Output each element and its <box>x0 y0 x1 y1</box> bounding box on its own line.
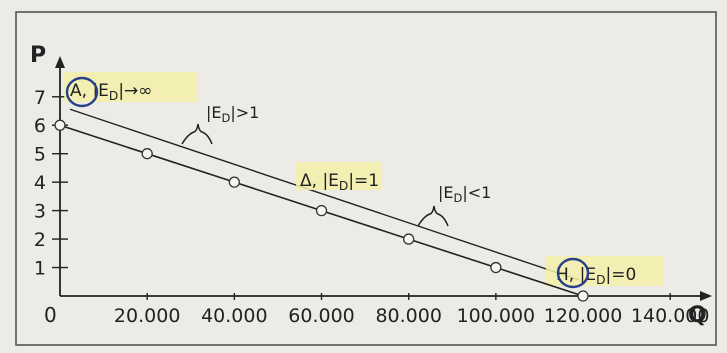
series-group <box>54 119 589 302</box>
data-point-1 <box>141 148 153 160</box>
y-tick-label-1: 2 <box>34 229 46 251</box>
y-tick-label-2: 3 <box>34 201 46 223</box>
range-label-inelastic: |ED|<1 <box>438 183 491 205</box>
x-tick-label-4: 100.000 <box>457 305 536 327</box>
data-point-3 <box>315 204 328 217</box>
y-tick-label-0: 1 <box>34 258 46 280</box>
x-axis-label: Q <box>688 303 707 328</box>
annotation-group: A, |ED|→∞Δ, |ED|=1H, |ED|=0|ED|>1|ED|<1 <box>64 72 664 289</box>
highlight-A <box>64 72 198 102</box>
x-tick-label-1: 40.000 <box>201 305 267 327</box>
circle-mark-A <box>65 76 99 108</box>
range-label-elastic: |ED|>1 <box>206 103 259 125</box>
data-point-0 <box>54 119 66 131</box>
x-tick-label-5: 120.000 <box>544 305 623 327</box>
point-label-H: H, |ED|=0 <box>556 265 636 287</box>
x-tick-label-3: 80.000 <box>375 305 441 327</box>
x-tick-label-6: 140.000 <box>631 305 710 327</box>
point-label-delta: Δ, |ED|=1 <box>300 171 379 193</box>
y-axis-label: P <box>30 43 46 68</box>
data-point-2 <box>228 176 240 188</box>
elasticity-guide-line <box>69 108 580 281</box>
highlight-delta <box>296 162 382 190</box>
y-tick-label-5: 6 <box>34 115 46 137</box>
origin-label: 0 <box>44 303 57 327</box>
data-point-5 <box>490 261 502 274</box>
circle-mark-H <box>556 257 590 289</box>
x-tick-label-0: 20.000 <box>114 305 180 327</box>
data-point-6 <box>577 290 589 302</box>
y-tick-label-3: 4 <box>34 172 46 194</box>
chart-frame <box>15 11 717 346</box>
tick-group: 20.000 40.000 60.000 80.000 100.000 120.000 14… <box>34 87 710 327</box>
data-point-4 <box>403 233 415 245</box>
brace-inelastic <box>417 205 449 227</box>
brace-elastic <box>181 123 213 145</box>
y-axis-arrow <box>55 56 65 68</box>
x-axis-arrow <box>700 291 712 301</box>
x-tick-label-2: 60.000 <box>288 305 354 327</box>
y-tick-label-6: 7 <box>34 87 46 109</box>
y-tick-label-4: 5 <box>34 144 46 166</box>
